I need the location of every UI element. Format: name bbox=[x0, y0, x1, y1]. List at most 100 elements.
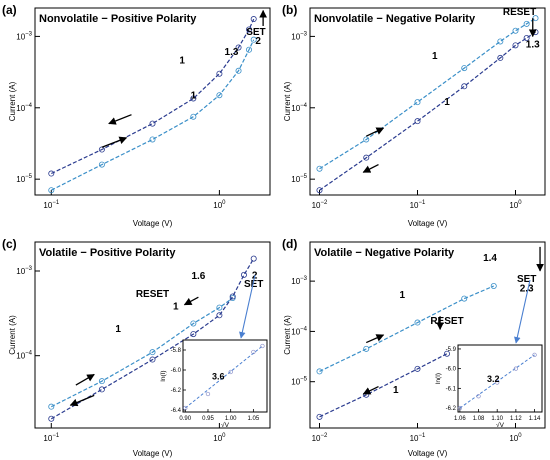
data-point bbox=[190, 95, 197, 102]
data-point bbox=[216, 304, 223, 311]
inset-fit-line bbox=[459, 354, 535, 409]
data-point bbox=[149, 120, 156, 127]
x-tick-label: 100 bbox=[509, 200, 522, 210]
inset-x-tick-label: 0.90 bbox=[179, 416, 191, 422]
panel-title: Nonvolatile − Positive Polarity bbox=[39, 13, 197, 25]
inset-annotation: 3.2 bbox=[487, 374, 500, 384]
data-point bbox=[48, 415, 55, 422]
inset-data-point bbox=[205, 391, 211, 397]
data-point bbox=[190, 113, 197, 120]
annotation: SET bbox=[517, 274, 536, 285]
inset-y-tick-label: -6.2 bbox=[446, 406, 457, 412]
inset-x-tick-label: 1.10 bbox=[491, 416, 503, 422]
inset-x-tick-label: 1.12 bbox=[510, 416, 522, 422]
series-line bbox=[319, 285, 495, 372]
direction-arrow bbox=[101, 136, 128, 148]
y-tick-label: 10−5 bbox=[291, 174, 307, 184]
data-point bbox=[216, 312, 223, 319]
y-tick-label: 10−4 bbox=[291, 103, 307, 113]
y-tick-label: 10−3 bbox=[291, 31, 307, 41]
data-point bbox=[461, 295, 468, 302]
data-point bbox=[240, 271, 247, 278]
data-point bbox=[235, 44, 242, 51]
inset-x-tick-label: 1.08 bbox=[473, 416, 485, 422]
panel-label: (d) bbox=[282, 237, 297, 251]
data-point bbox=[216, 92, 223, 99]
series-line bbox=[51, 39, 255, 191]
data-point bbox=[149, 356, 156, 363]
y-tick-label: 10−3 bbox=[16, 266, 32, 276]
annotation: 1.3 bbox=[526, 39, 540, 50]
data-point bbox=[245, 46, 252, 53]
data-point bbox=[414, 365, 421, 372]
inset-annotation: 3.6 bbox=[212, 372, 225, 382]
inset-x-tick-label: 0.95 bbox=[202, 416, 214, 422]
data-point bbox=[245, 26, 252, 33]
inset-data-point bbox=[228, 369, 233, 375]
direction-arrow bbox=[365, 334, 385, 344]
data-point bbox=[98, 386, 105, 393]
y-tick-label: 10−5 bbox=[16, 174, 32, 184]
inset-data-point bbox=[260, 343, 265, 349]
y-tick-label: 10−3 bbox=[291, 276, 307, 286]
data-point bbox=[190, 320, 197, 327]
annotation: RESET bbox=[136, 289, 169, 300]
annotation: 1 bbox=[432, 51, 438, 62]
y-tick-label: 10−5 bbox=[291, 377, 307, 387]
y-axis-label: Current (A) bbox=[8, 315, 17, 355]
annotation: 1 bbox=[173, 302, 179, 313]
annotation: 1 bbox=[400, 290, 406, 301]
panel-title: Volatile − Positive Polarity bbox=[39, 247, 176, 259]
data-point bbox=[235, 67, 242, 74]
y-tick-label: 10−4 bbox=[16, 351, 32, 361]
x-axis-label: Voltage (V) bbox=[133, 219, 173, 228]
inset-plot: 0.90 0.95 1.00 1.05 -6.4 -6.2 -6.0 -5.8 √V ln(I) 3… bbox=[160, 274, 268, 429]
data-point bbox=[316, 165, 323, 172]
inset-data-point bbox=[513, 366, 519, 371]
x-tick-label: 100 bbox=[213, 200, 226, 210]
panel-title: Nonvolatile − Negative Polarity bbox=[314, 13, 476, 25]
x-tick-label: 10−1 bbox=[43, 433, 59, 443]
y-tick-label: 10−4 bbox=[16, 103, 32, 113]
data-point bbox=[98, 161, 105, 168]
y-axis-label: Current (A) bbox=[8, 81, 17, 121]
annotation: 2.3 bbox=[520, 284, 534, 295]
data-point bbox=[229, 294, 236, 301]
data-point bbox=[48, 187, 55, 194]
annotation: 1 bbox=[444, 97, 450, 108]
annotation: 1.6 bbox=[191, 271, 205, 282]
inset-x-label: √V bbox=[221, 421, 230, 429]
annotation: RESET bbox=[503, 7, 536, 18]
plot-frame bbox=[34, 7, 271, 196]
inset-data-point bbox=[457, 405, 463, 411]
direction-arrow bbox=[69, 394, 95, 407]
x-tick-label: 10−2 bbox=[312, 433, 328, 443]
annotation: RESET bbox=[430, 316, 463, 327]
annotation: 1 bbox=[179, 55, 185, 66]
inset-fit-line bbox=[184, 345, 263, 409]
data-point bbox=[250, 16, 257, 23]
panel-label: (a) bbox=[2, 3, 17, 17]
y-tick-label: 10−4 bbox=[291, 326, 307, 336]
series-line bbox=[319, 31, 536, 191]
inset-data-point bbox=[495, 380, 500, 385]
data-point bbox=[48, 170, 55, 177]
inset-y-tick-label: -6.2 bbox=[171, 388, 182, 394]
x-tick-label: 10−2 bbox=[312, 200, 328, 210]
data-point bbox=[190, 331, 197, 338]
panel-title: Volatile − Negative Polarity bbox=[314, 247, 455, 259]
data-point bbox=[149, 136, 156, 143]
data-point bbox=[316, 413, 323, 420]
series-line bbox=[319, 353, 448, 418]
direction-arrow bbox=[183, 296, 199, 306]
data-point bbox=[523, 20, 530, 27]
data-point bbox=[316, 187, 323, 194]
inset-y-label: ln(I) bbox=[160, 370, 167, 381]
data-point bbox=[363, 154, 370, 161]
data-point bbox=[316, 368, 323, 375]
y-tick-label: 10−3 bbox=[16, 31, 32, 41]
annotation: 1 bbox=[115, 324, 121, 335]
data-point bbox=[363, 345, 370, 352]
panel-1: 10−1 100 10−5 10−4 10−3 Voltage (V) Current (A… bbox=[2, 3, 271, 228]
inset-x-label: √V bbox=[496, 421, 505, 429]
